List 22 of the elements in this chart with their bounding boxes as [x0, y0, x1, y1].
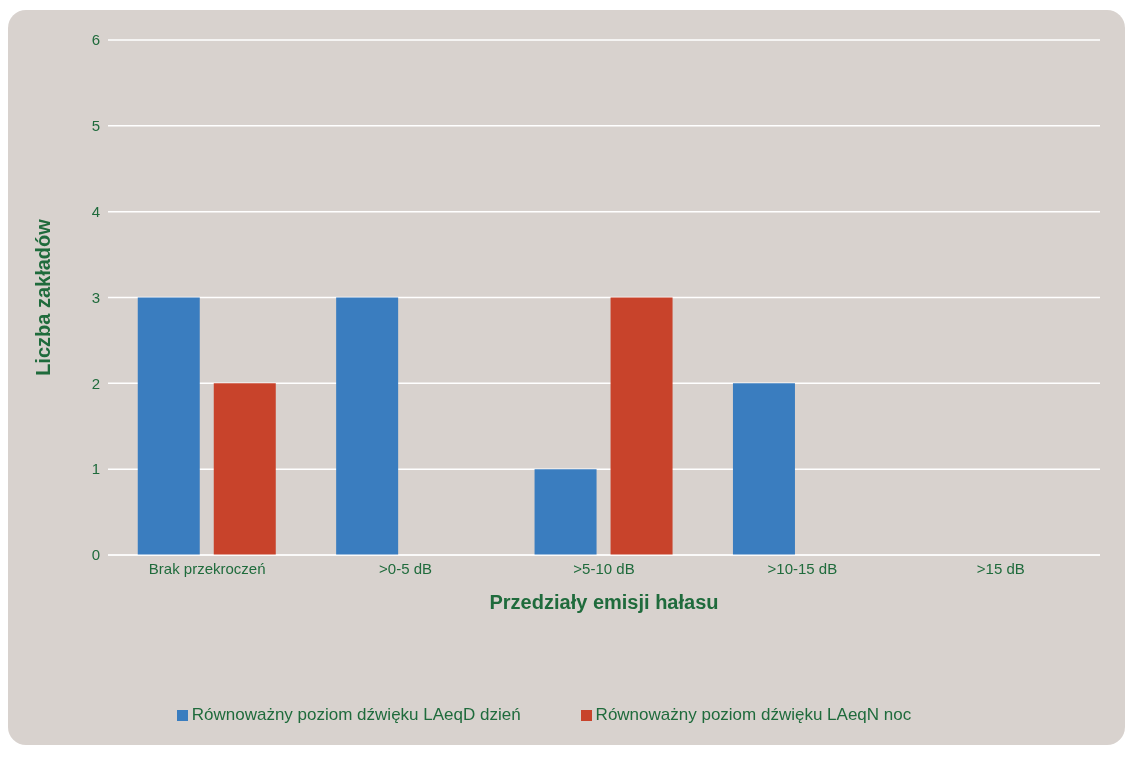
y-axis-title: Liczba zakładów [32, 218, 55, 376]
y-tick-label: 0 [91, 546, 100, 564]
bar [610, 297, 673, 555]
bar [213, 383, 276, 555]
x-tick-label: >0-5 dB [379, 559, 433, 577]
y-tick-label: 1 [91, 460, 100, 478]
x-tick-label: >5-10 dB [573, 559, 635, 577]
legend-label: Równoważny poziom dźwięku LAeqD dzień [191, 705, 521, 724]
x-tick-label: >10-15 dB [767, 559, 838, 577]
bar [534, 469, 597, 555]
y-tick-label: 5 [91, 117, 100, 135]
legend-label: Równoważny poziom dźwięku LAeqN noc [595, 705, 912, 724]
x-axis-title: Przedziały emisji hałasu [489, 591, 719, 614]
bar [732, 383, 795, 555]
bar [137, 297, 200, 555]
y-tick-label: 2 [91, 374, 100, 392]
y-tick-label: 6 [91, 31, 100, 49]
y-tick-label: 3 [91, 288, 100, 306]
y-tick-label: 4 [91, 202, 100, 220]
bar [336, 297, 399, 555]
x-tick-label: >15 dB [976, 559, 1025, 577]
x-tick-label: Brak przekroczeń [148, 559, 266, 577]
